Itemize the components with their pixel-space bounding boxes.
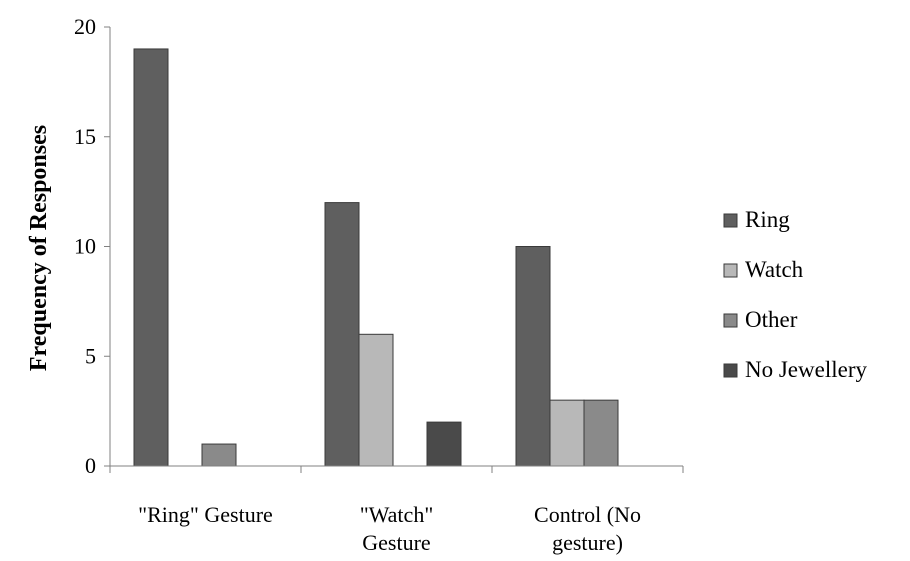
y-axis-title: Frequency of Responses <box>26 125 52 371</box>
x-tick-label: "Ring" Gesture <box>138 502 273 527</box>
legend-label: Ring <box>745 207 790 232</box>
y-tick-label: 5 <box>85 343 96 368</box>
legend-swatch-watch <box>723 263 738 278</box>
bar-ring-1 <box>324 202 360 467</box>
bar-ring-2 <box>515 246 551 467</box>
bar-no-jewellery-1 <box>426 421 462 467</box>
legend-swatch-other <box>723 313 738 328</box>
legend: Ring Watch Other No Jewellery <box>723 207 867 382</box>
bar-other-0 <box>201 443 237 467</box>
legend-swatch-no-jewellery <box>723 363 738 378</box>
y-tick-label: 10 <box>74 234 96 259</box>
y-tick-label: 15 <box>74 124 96 149</box>
x-tick-label: Control (No gesture) <box>534 502 641 555</box>
bar-watch-1 <box>358 333 394 467</box>
y-axis: 0 5 10 15 20 <box>74 14 111 478</box>
legend-label: No Jewellery <box>745 357 867 382</box>
bar-ring-0 <box>133 48 169 467</box>
x-tick-label: "Watch" Gesture <box>360 502 434 555</box>
legend-swatch-ring <box>723 213 738 228</box>
bar-other-2 <box>583 399 619 467</box>
bar-watch-2 <box>549 399 585 467</box>
legend-label: Watch <box>745 257 804 282</box>
legend-label: Other <box>745 307 798 332</box>
y-tick-label: 20 <box>74 14 96 39</box>
y-tick-label: 0 <box>85 453 96 478</box>
plot-area <box>133 48 619 467</box>
x-axis: "Ring" Gesture "Watch" Gesture Control (No g… <box>109 465 684 555</box>
